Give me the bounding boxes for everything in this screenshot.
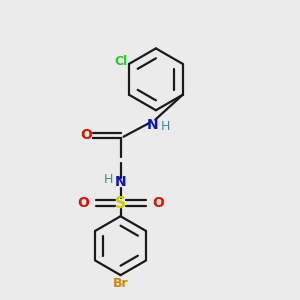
- Text: O: O: [80, 128, 92, 142]
- Text: N: N: [147, 118, 159, 132]
- Text: H: H: [160, 120, 170, 133]
- Text: Cl: Cl: [114, 55, 128, 68]
- Text: H: H: [103, 173, 113, 186]
- Text: S: S: [115, 196, 126, 211]
- Text: N: N: [115, 176, 126, 189]
- Text: O: O: [152, 196, 164, 210]
- Text: Br: Br: [113, 277, 128, 290]
- Text: O: O: [77, 196, 89, 210]
